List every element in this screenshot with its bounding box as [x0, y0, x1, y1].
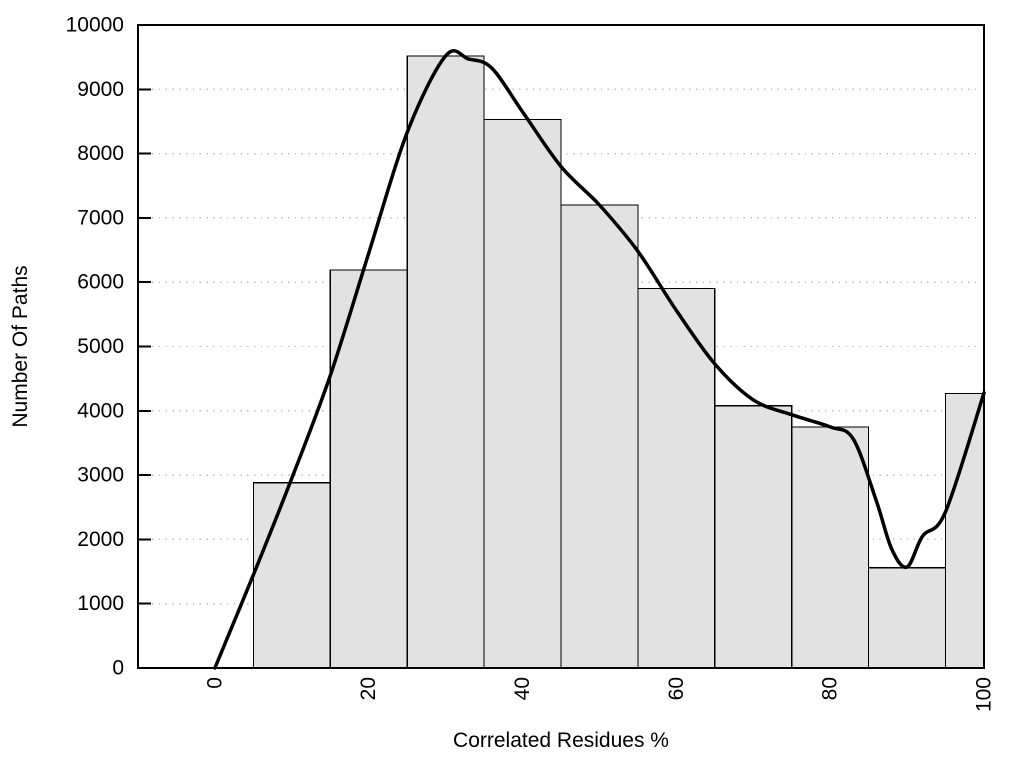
y-tick-label: 8000 [77, 142, 124, 165]
histogram-bar [252, 482, 331, 669]
histogram-bar [406, 55, 485, 669]
x-tick-label: 20 [357, 677, 380, 700]
histogram-bar [483, 118, 562, 669]
y-tick-label: 0 [112, 657, 124, 680]
x-axis-tick-labels: 0 20 40 60 80 100 [203, 677, 995, 712]
x-axis-title: Correlated Residues % [453, 729, 669, 752]
histogram-bar [714, 405, 793, 669]
x-tick-label: 80 [819, 677, 842, 700]
histogram-bar [560, 204, 639, 669]
x-tick-label: 0 [203, 677, 226, 689]
y-tick-label: 1000 [77, 592, 124, 615]
y-tick-label: 4000 [77, 399, 124, 422]
y-tick-label: 6000 [77, 271, 124, 294]
y-axis-ticks [138, 24, 151, 669]
y-tick-label: 3000 [77, 464, 124, 487]
x-tick-label: 100 [973, 677, 996, 712]
y-tick-label: 7000 [77, 206, 124, 229]
y-tick-label: 2000 [77, 528, 124, 551]
histogram-bar [944, 392, 985, 669]
y-axis-title: Number Of Paths [9, 265, 32, 427]
histogram-bar [791, 426, 870, 669]
density-curve [213, 49, 986, 670]
y-tick-label: 9000 [77, 78, 124, 101]
histogram-bar [868, 567, 947, 669]
y-axis-tick-labels: 0 1000 2000 3000 4000 5000 6000 7000 8000 9000 100… [66, 14, 124, 680]
histogram-bars [252, 55, 985, 669]
y-tick-label: 10000 [66, 14, 124, 37]
histogram-bar [637, 288, 716, 669]
x-tick-label: 40 [511, 677, 534, 700]
histogram-bar [329, 269, 408, 669]
x-tick-label: 60 [665, 677, 688, 700]
y-tick-label: 5000 [77, 335, 124, 358]
